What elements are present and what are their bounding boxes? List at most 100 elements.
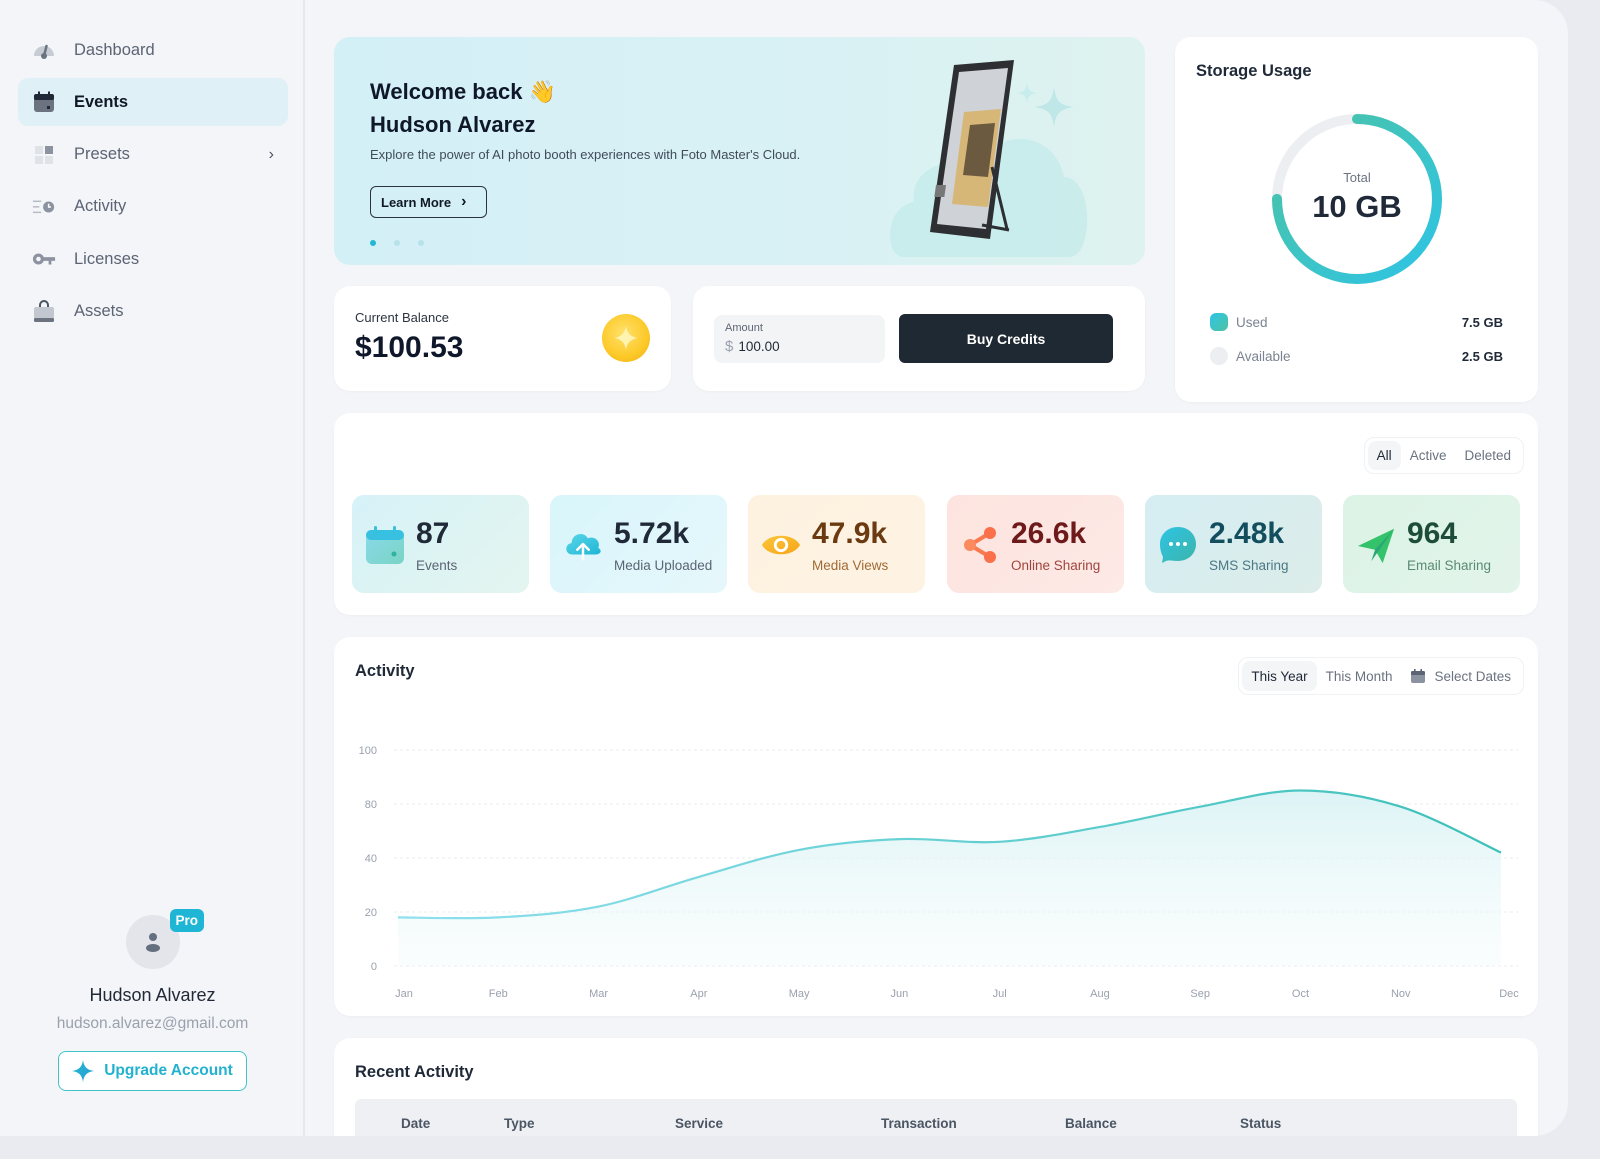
cloud-upload-icon: [563, 525, 603, 565]
svg-text:Nov: Nov: [1391, 988, 1411, 1000]
bag-icon: [32, 299, 56, 323]
activity-title: Activity: [355, 662, 415, 680]
pro-badge: Pro: [169, 909, 205, 932]
carousel-dot-2[interactable]: [394, 240, 400, 246]
welcome-name: Hudson Alvarez: [370, 112, 536, 137]
paper-plane-icon: [1356, 525, 1396, 565]
user-email: hudson.alvarez@gmail.com: [56, 1015, 249, 1032]
filter-all[interactable]: All: [1367, 441, 1401, 470]
carousel-dots: [370, 240, 424, 246]
sparkle-icon: [72, 1060, 95, 1082]
date-range-selector: This Year This Month Select Dates: [1238, 657, 1524, 695]
activity-card: Activity This Year This Month Select Dat…: [334, 637, 1538, 1016]
available-value: 2.5 GB: [1461, 348, 1503, 364]
column-header-date[interactable]: Date: [401, 1116, 431, 1131]
svg-text:0: 0: [371, 961, 377, 973]
svg-text:Apr: Apr: [690, 988, 707, 1000]
recent-activity-table-header: Date Type Service Transaction Balance St…: [355, 1099, 1517, 1136]
svg-text:40: 40: [365, 853, 377, 865]
sidebar-item-label: Events: [74, 92, 129, 111]
stat-value: 26.6k: [1011, 517, 1087, 550]
stat-media-views[interactable]: 47.9k Media Views: [748, 495, 925, 593]
buy-credits-card: Amount $100.00 Buy Credits: [693, 286, 1145, 391]
stat-value: 47.9k: [812, 517, 888, 550]
sidebar-item-assets[interactable]: Assets: [18, 287, 288, 335]
storage-total: Total 10 GB: [1269, 111, 1445, 287]
stat-email-sharing[interactable]: 964 Email Sharing: [1343, 495, 1520, 593]
coin-icon: [602, 314, 650, 362]
carousel-dot-3[interactable]: [418, 240, 424, 246]
sidebar-nav: Dashboard Events Presets › Activity: [18, 26, 288, 340]
buy-credits-button[interactable]: Buy Credits: [899, 314, 1113, 363]
stat-value: 87: [416, 517, 450, 550]
upgrade-account-button[interactable]: Upgrade Account: [58, 1051, 247, 1091]
svg-text:Jan: Jan: [395, 988, 413, 1000]
svg-text:Mar: Mar: [589, 988, 608, 1000]
used-value: 7.5 GB: [1461, 314, 1503, 330]
amount-value: 100.00: [738, 339, 780, 354]
column-header-balance[interactable]: Balance: [1065, 1116, 1117, 1131]
sidebar-item-label: Activity: [74, 197, 127, 216]
calendar-icon: [32, 90, 56, 114]
gauge-icon: [32, 38, 56, 62]
svg-text:Oct: Oct: [1292, 988, 1309, 1000]
user-icon: [145, 933, 160, 952]
filter-deleted[interactable]: Deleted: [1464, 448, 1511, 463]
eye-icon: [761, 525, 801, 565]
range-select-dates[interactable]: Select Dates: [1401, 661, 1520, 691]
recent-activity-card: Recent Activity Date Type Service Transa…: [334, 1038, 1538, 1136]
avatar[interactable]: Pro: [125, 909, 205, 969]
used-swatch: [1210, 313, 1228, 331]
amount-input[interactable]: $100.00: [725, 338, 874, 355]
stats-card: All Active Deleted 87 Events 5.72k Media…: [334, 413, 1538, 615]
stat-online-sharing[interactable]: 26.6k Online Sharing: [947, 495, 1124, 593]
activity-clock-icon: [32, 195, 56, 219]
column-header-service[interactable]: Service: [675, 1116, 724, 1131]
column-header-type[interactable]: Type: [504, 1116, 535, 1131]
storage-total-label: Total: [1343, 170, 1371, 185]
chevron-right-icon: ›: [268, 145, 274, 163]
key-icon: [32, 247, 56, 271]
column-header-status[interactable]: Status: [1240, 1116, 1282, 1131]
welcome-subtitle: Explore the power of AI photo booth expe…: [370, 147, 801, 162]
storage-total-value: 10 GB: [1312, 189, 1402, 224]
stat-sms-sharing[interactable]: 2.48k SMS Sharing: [1145, 495, 1322, 593]
sidebar: Dashboard Events Presets › Activity: [0, 0, 305, 1136]
balance-value: $100.53: [355, 331, 464, 364]
stat-value: 2.48k: [1209, 517, 1285, 550]
select-dates-label: Select Dates: [1434, 668, 1511, 684]
sidebar-item-events[interactable]: Events: [18, 78, 288, 127]
svg-text:Sep: Sep: [1190, 988, 1210, 1000]
sidebar-item-licenses[interactable]: Licenses: [18, 235, 288, 283]
storage-usage-card: Storage Usage Total 10 GB Used 7.5 GB Av…: [1175, 37, 1538, 402]
storage-donut-chart: [1272, 114, 1442, 284]
amount-field[interactable]: Amount $100.00: [714, 315, 885, 363]
carousel-dot-1[interactable]: [370, 240, 376, 246]
legend-available: Available 2.5 GB: [1210, 347, 1503, 365]
stat-media-uploaded[interactable]: 5.72k Media Uploaded: [550, 495, 727, 593]
used-label: Used: [1236, 314, 1268, 330]
recent-activity-title: Recent Activity: [355, 1063, 474, 1081]
learn-more-button[interactable]: Learn More ›: [370, 186, 487, 218]
share-icon: [960, 525, 1000, 565]
stat-label: Email Sharing: [1407, 558, 1492, 573]
chevron-right-icon: ›: [461, 193, 467, 210]
sidebar-item-presets[interactable]: Presets ›: [18, 131, 288, 179]
currency-symbol: $: [725, 338, 734, 355]
balance-label: Current Balance: [355, 310, 449, 325]
status-filter: All Active Deleted: [1363, 437, 1524, 474]
sidebar-item-activity[interactable]: Activity: [18, 183, 288, 231]
range-this-year[interactable]: This Year: [1242, 661, 1317, 691]
upgrade-account-label: Upgrade Account: [104, 1062, 233, 1079]
column-header-transaction[interactable]: Transaction: [881, 1116, 957, 1131]
available-label: Available: [1236, 348, 1291, 364]
stat-events[interactable]: 87 Events: [352, 495, 529, 593]
storage-title: Storage Usage: [1196, 62, 1312, 80]
welcome-heading: Welcome back 👋 Hudson Alvarez: [370, 75, 556, 141]
range-this-month[interactable]: This Month: [1325, 668, 1393, 684]
svg-text:80: 80: [365, 799, 377, 811]
filter-active[interactable]: Active: [1409, 448, 1447, 463]
sidebar-item-label: Licenses: [74, 249, 140, 268]
calendar-icon: [1411, 669, 1426, 683]
sidebar-item-dashboard[interactable]: Dashboard: [18, 26, 288, 74]
